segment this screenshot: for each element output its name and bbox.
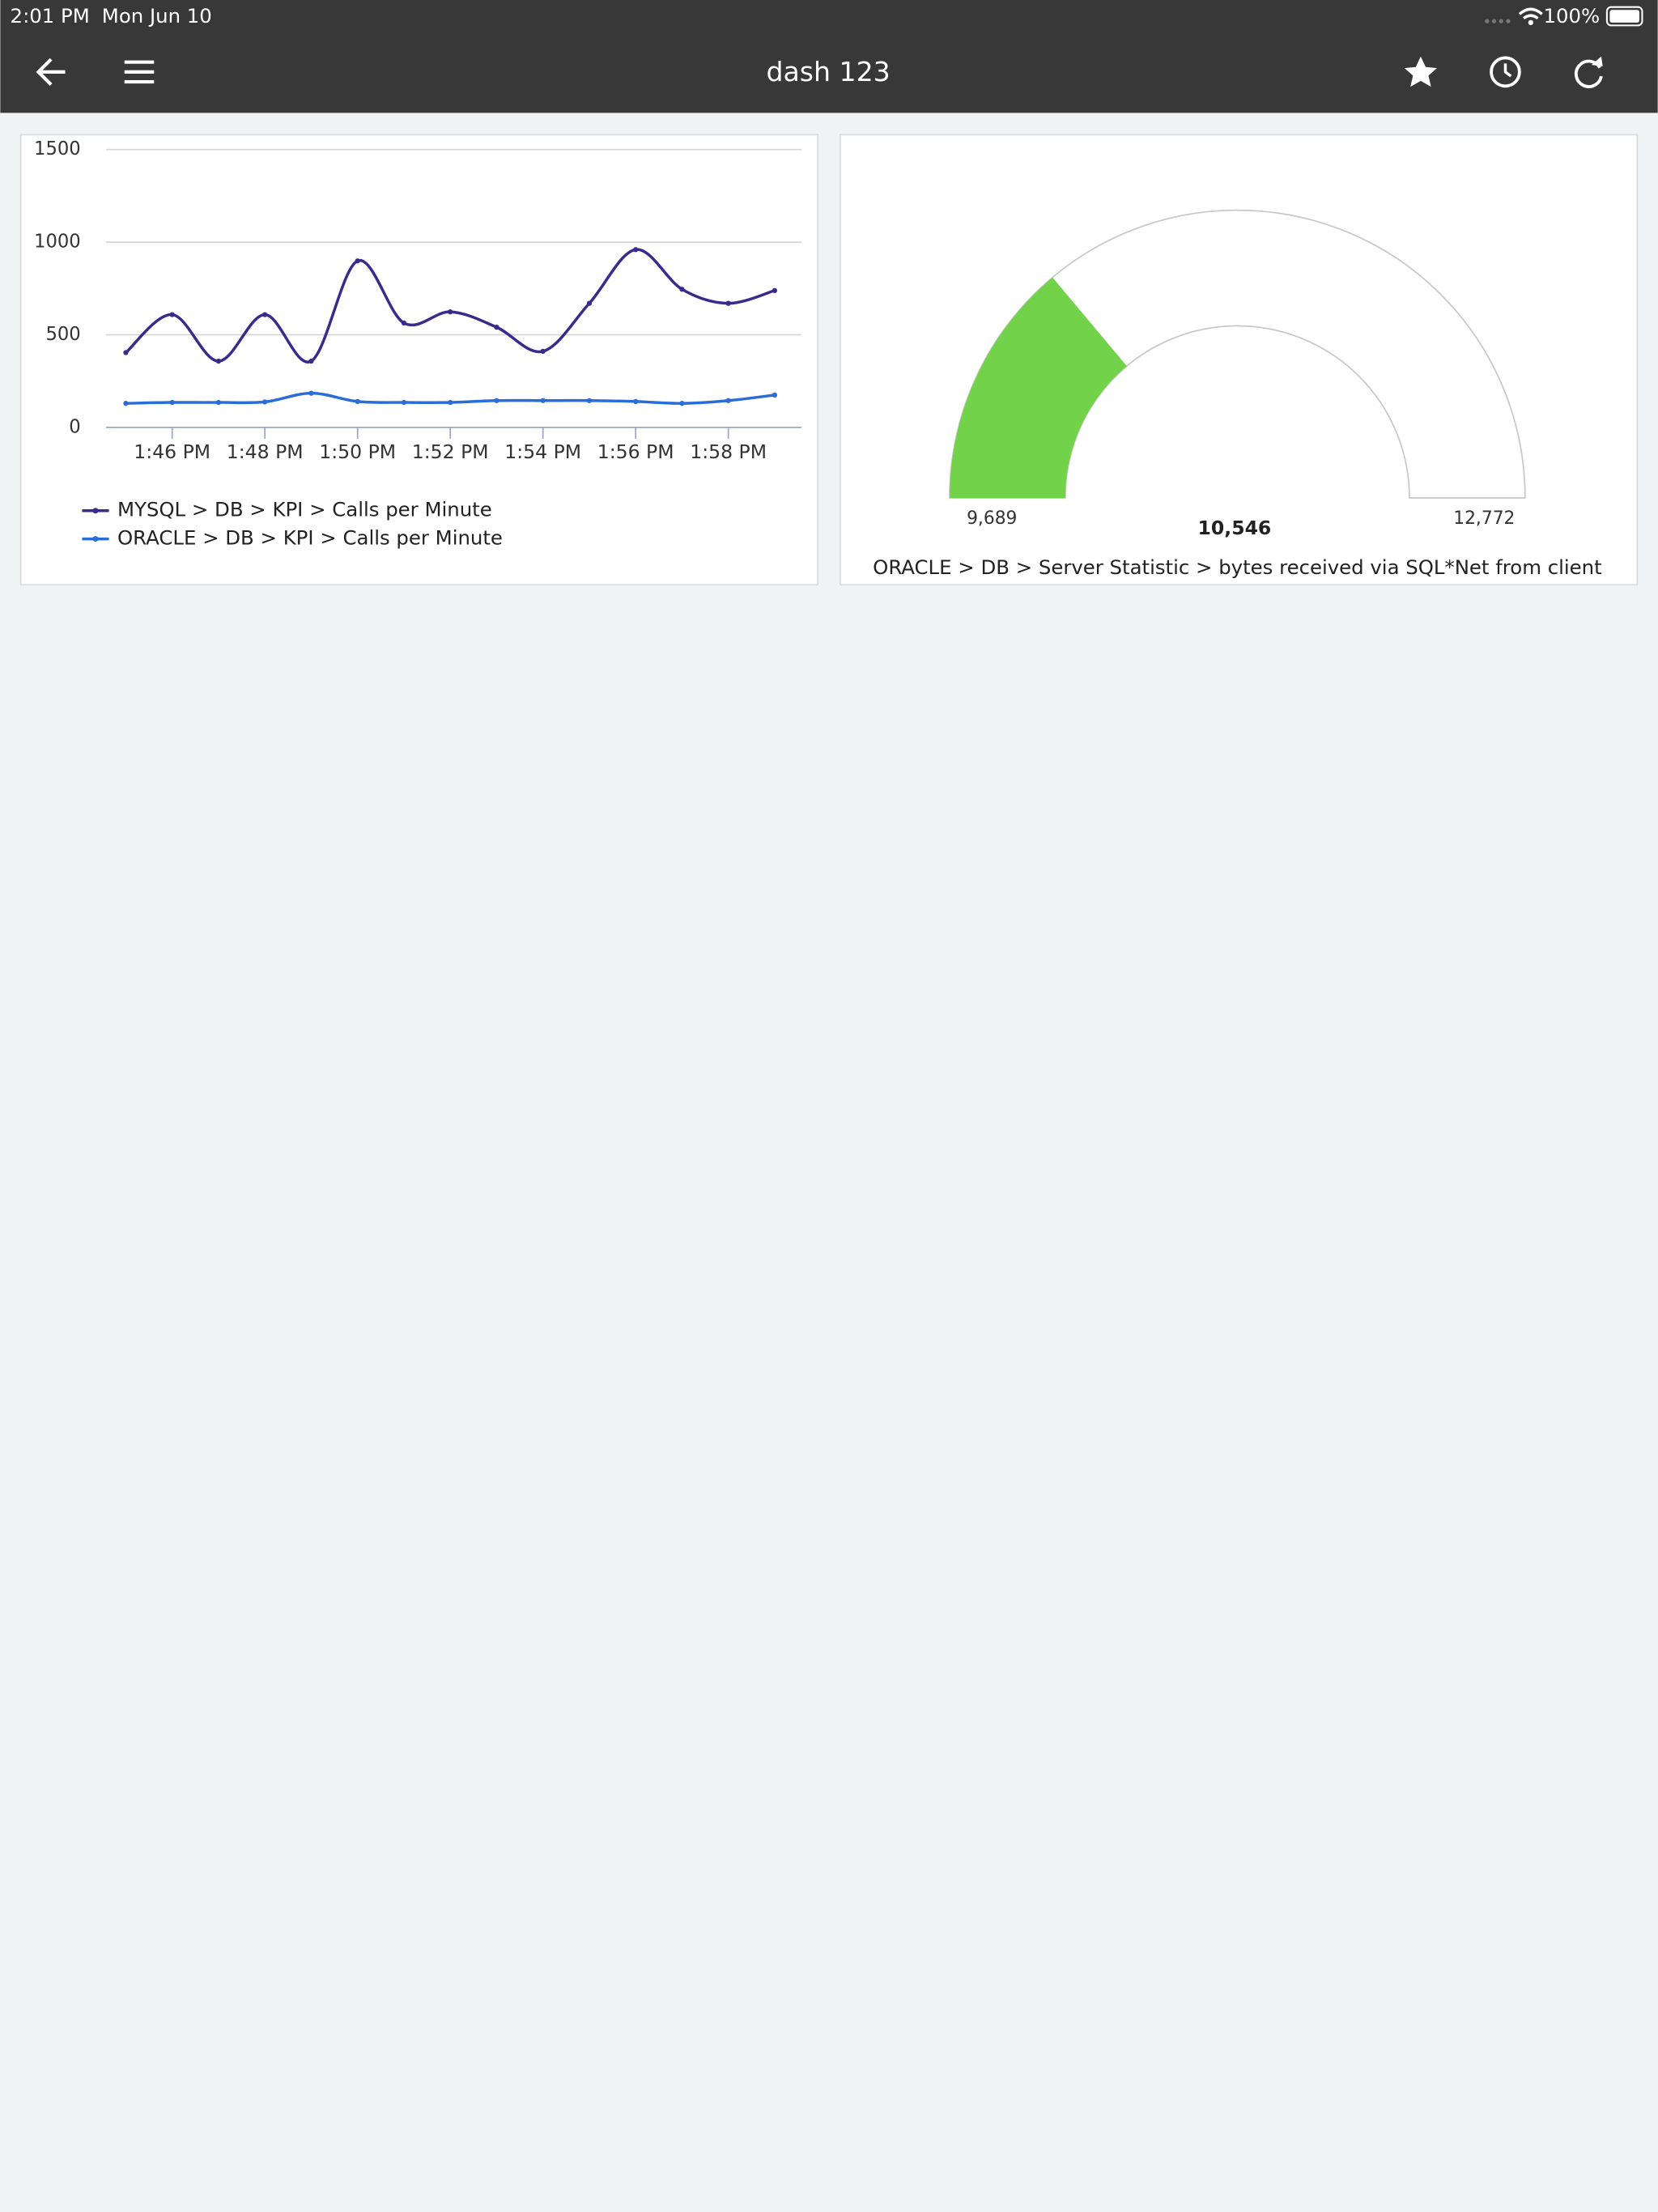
legend-dot (92, 536, 99, 542)
x-tick-label: 1:56 PM (597, 440, 674, 463)
data-point (401, 320, 407, 326)
gauge-value: 10,546 (1198, 517, 1272, 539)
data-point (448, 399, 453, 406)
y-tick-label: 1500 (34, 138, 81, 160)
x-tick-label: 1:46 PM (134, 440, 210, 463)
menu-button[interactable] (124, 60, 155, 84)
back-button[interactable] (36, 57, 66, 87)
data-point (308, 358, 314, 364)
status-time: 2:01 PM (11, 4, 90, 28)
data-point (679, 287, 685, 292)
data-point (123, 401, 129, 406)
data-point (633, 247, 639, 253)
x-tick-label: 1:50 PM (319, 440, 396, 463)
data-point (215, 358, 222, 364)
y-tick-label: 1000 (34, 232, 81, 253)
data-point (169, 312, 175, 317)
data-point (355, 258, 360, 264)
data-point (494, 324, 500, 330)
data-point (586, 398, 593, 403)
battery-label: 100% (1544, 4, 1601, 28)
data-point (540, 398, 546, 403)
battery-icon (1605, 6, 1643, 27)
data-point (633, 398, 639, 405)
legend-label: ORACLE > DB > KPI > Calls per Minute (117, 526, 503, 550)
battery-fill (1609, 10, 1639, 23)
data-point (401, 399, 407, 406)
line-panel (19, 134, 818, 586)
gauge-max: 12,772 (1453, 508, 1515, 529)
data-point (169, 399, 175, 406)
history-button[interactable] (1490, 56, 1521, 88)
data-point (262, 399, 268, 405)
status-date: Mon Jun 10 (102, 4, 212, 28)
x-tick-label: 1:52 PM (412, 440, 489, 463)
data-point (772, 392, 778, 398)
data-point (725, 300, 731, 306)
app-bar (0, 0, 1658, 113)
gauge-title: ORACLE > DB > Server Statistic > bytes r… (873, 555, 1602, 579)
x-tick-label: 1:58 PM (690, 440, 767, 463)
gauge-fill (949, 277, 1127, 499)
data-point (215, 399, 222, 406)
data-point (494, 398, 500, 403)
favorite-button[interactable] (1404, 56, 1437, 87)
line-chart: 0 500 1000 1500 1:46 PM 1:48 PM 1:50 PM 1:52 PM… (34, 138, 802, 550)
wifi-icon (1518, 7, 1543, 20)
data-point (123, 350, 129, 355)
gauge-track (949, 209, 1526, 499)
data-point (772, 287, 778, 293)
data-point (540, 348, 546, 355)
refresh-button[interactable] (1574, 56, 1603, 88)
data-point (355, 398, 360, 405)
wifi-dot (1528, 19, 1533, 26)
signal-dots (1485, 19, 1511, 23)
data-point (308, 390, 314, 396)
y-tick-label: 500 (45, 324, 80, 345)
data-point (262, 312, 268, 317)
data-point (725, 398, 731, 403)
series-line (125, 248, 776, 364)
data-point (448, 309, 453, 315)
x-tick-label: 1:54 PM (504, 440, 581, 463)
gauge-min: 9,689 (967, 508, 1017, 529)
app-title: dash 123 (767, 56, 891, 87)
x-tick-label: 1:48 PM (227, 440, 304, 463)
legend-label: MYSQL > DB > KPI > Calls per Minute (117, 498, 492, 521)
data-point (586, 300, 593, 306)
legend-dot (92, 508, 99, 514)
data-point (679, 401, 685, 406)
y-tick-label: 0 (69, 416, 80, 437)
gauge-chart: 9,689 12,772 10,546 ORACLE > DB > Server St… (873, 209, 1602, 579)
